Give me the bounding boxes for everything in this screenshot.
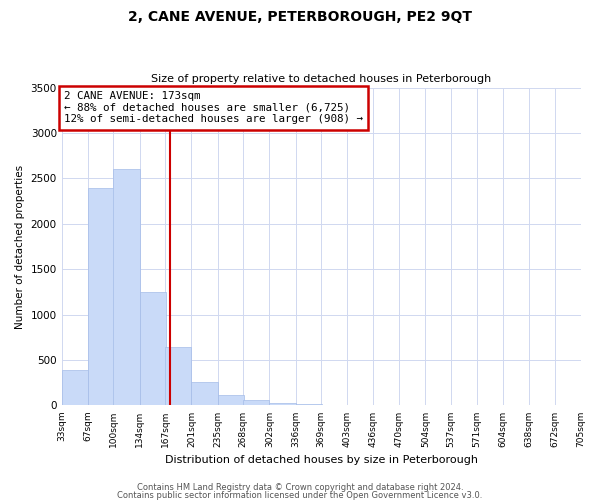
Title: Size of property relative to detached houses in Peterborough: Size of property relative to detached ho… — [151, 74, 491, 84]
Bar — [218, 396, 244, 406]
Y-axis label: Number of detached properties: Number of detached properties — [15, 164, 25, 328]
Bar — [191, 382, 218, 406]
Bar — [113, 170, 140, 406]
Bar — [140, 292, 166, 406]
X-axis label: Distribution of detached houses by size in Peterborough: Distribution of detached houses by size … — [164, 455, 478, 465]
Bar — [269, 402, 296, 406]
Bar — [296, 404, 322, 406]
Bar — [165, 348, 191, 406]
Bar — [62, 370, 88, 406]
Text: 2, CANE AVENUE, PETERBOROUGH, PE2 9QT: 2, CANE AVENUE, PETERBOROUGH, PE2 9QT — [128, 10, 472, 24]
Text: 2 CANE AVENUE: 173sqm
← 88% of detached houses are smaller (6,725)
12% of semi-d: 2 CANE AVENUE: 173sqm ← 88% of detached … — [64, 91, 363, 124]
Text: Contains HM Land Registry data © Crown copyright and database right 2024.: Contains HM Land Registry data © Crown c… — [137, 484, 463, 492]
Text: Contains public sector information licensed under the Open Government Licence v3: Contains public sector information licen… — [118, 490, 482, 500]
Bar — [243, 400, 269, 406]
Bar — [88, 188, 114, 406]
